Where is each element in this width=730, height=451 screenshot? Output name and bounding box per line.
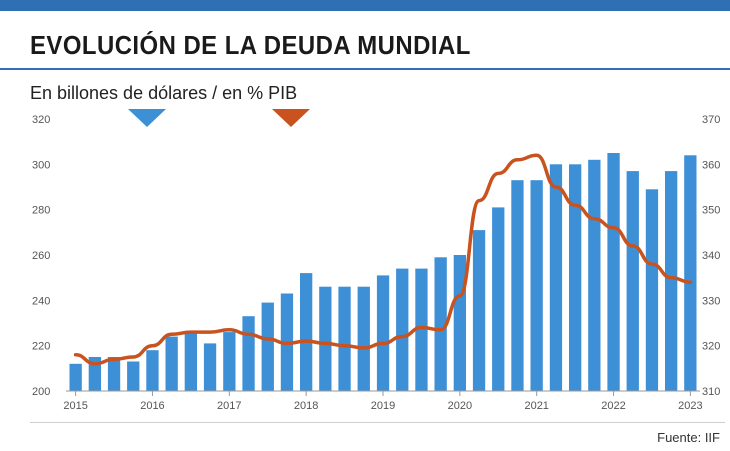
- bar: [242, 316, 255, 391]
- bar: [549, 164, 563, 391]
- x-tick-label: 2015: [63, 400, 87, 412]
- legend-bars-marker: [128, 109, 166, 127]
- bar: [88, 357, 101, 391]
- x-tick-label: 2020: [448, 400, 472, 412]
- x-tick-label: 2021: [524, 400, 548, 412]
- bar: [645, 189, 659, 391]
- x-tick-label: 2023: [678, 400, 702, 412]
- bar: [69, 363, 82, 391]
- debt-to-gdp-line: [73, 153, 693, 366]
- right-axis: 310 320 330 340 350 360 370: [702, 114, 720, 398]
- bar: [357, 286, 370, 391]
- bar: [261, 302, 274, 391]
- x-tick-label: 2022: [601, 400, 625, 412]
- bar: [684, 155, 697, 391]
- bar: [453, 255, 466, 391]
- bar: [569, 164, 582, 391]
- left-tick-label: 240: [32, 295, 50, 307]
- bar: [107, 357, 121, 391]
- bar: [588, 159, 601, 391]
- right-tick-label: 360: [702, 159, 720, 171]
- bar: [472, 230, 486, 391]
- bar: [300, 273, 313, 391]
- bar: [146, 350, 159, 391]
- bar: [530, 180, 543, 391]
- right-tick-label: 350: [702, 205, 720, 217]
- left-axis: 200 220 240 260 280 300 320: [32, 114, 50, 398]
- bar: [127, 361, 140, 391]
- legend-line-marker: [272, 109, 310, 127]
- bar: [338, 286, 351, 391]
- debt-chart: 200 220 240 260 280 300 320 310 320 330 340 350 360…: [32, 109, 720, 412]
- chart-title: EVOLUCIÓN DE LA DEUDA MUNDIAL: [30, 30, 471, 60]
- left-tick-label: 260: [32, 250, 50, 262]
- right-tick-label: 370: [702, 114, 720, 126]
- x-tick-label: 2019: [371, 400, 395, 412]
- bar: [223, 332, 236, 391]
- left-tick-label: 300: [32, 159, 50, 171]
- bar: [626, 171, 639, 391]
- bar: [203, 343, 217, 391]
- left-tick-label: 200: [32, 386, 50, 398]
- title-rule: [0, 68, 730, 70]
- right-tick-label: 340: [702, 250, 720, 262]
- left-tick-label: 220: [32, 341, 50, 353]
- bar: [415, 268, 428, 391]
- bar: [607, 153, 620, 391]
- bar: [319, 286, 332, 391]
- bar: [376, 275, 390, 391]
- x-tick-label: 2017: [217, 400, 241, 412]
- left-tick-label: 280: [32, 205, 50, 217]
- left-tick-label: 320: [32, 114, 50, 126]
- chart-subtitle: En billones de dólares / en % PIB: [30, 83, 298, 103]
- bar: [184, 332, 197, 391]
- right-tick-label: 320: [702, 341, 720, 353]
- bar-series: [69, 153, 697, 391]
- legend: [128, 109, 310, 127]
- bar: [665, 171, 678, 391]
- bar: [511, 180, 524, 391]
- x-tick-label: 2016: [140, 400, 164, 412]
- x-tick-label: 2018: [294, 400, 318, 412]
- bar: [396, 268, 409, 391]
- source-note: Fuente: IIF: [657, 430, 720, 445]
- right-tick-label: 310: [702, 386, 720, 398]
- right-tick-label: 330: [702, 295, 720, 307]
- x-axis: 2015 2016 2017 2018 2019 2020 2021 2022 2023: [63, 391, 703, 412]
- bar: [492, 207, 505, 391]
- bar: [165, 336, 178, 391]
- bar: [434, 257, 447, 391]
- footer-rule: [30, 422, 725, 423]
- top-accent-bar: [0, 0, 730, 11]
